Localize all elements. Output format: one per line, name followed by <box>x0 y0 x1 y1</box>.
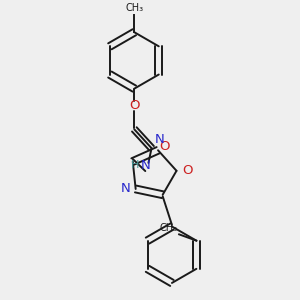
Text: H: H <box>131 160 140 170</box>
Text: O: O <box>159 140 170 153</box>
Text: O: O <box>129 99 140 112</box>
Text: N: N <box>120 182 130 196</box>
Text: CH₃: CH₃ <box>159 223 178 233</box>
Text: O: O <box>182 164 193 177</box>
Text: CH₃: CH₃ <box>125 3 143 14</box>
Text: N: N <box>155 133 164 146</box>
Text: N: N <box>140 159 150 172</box>
